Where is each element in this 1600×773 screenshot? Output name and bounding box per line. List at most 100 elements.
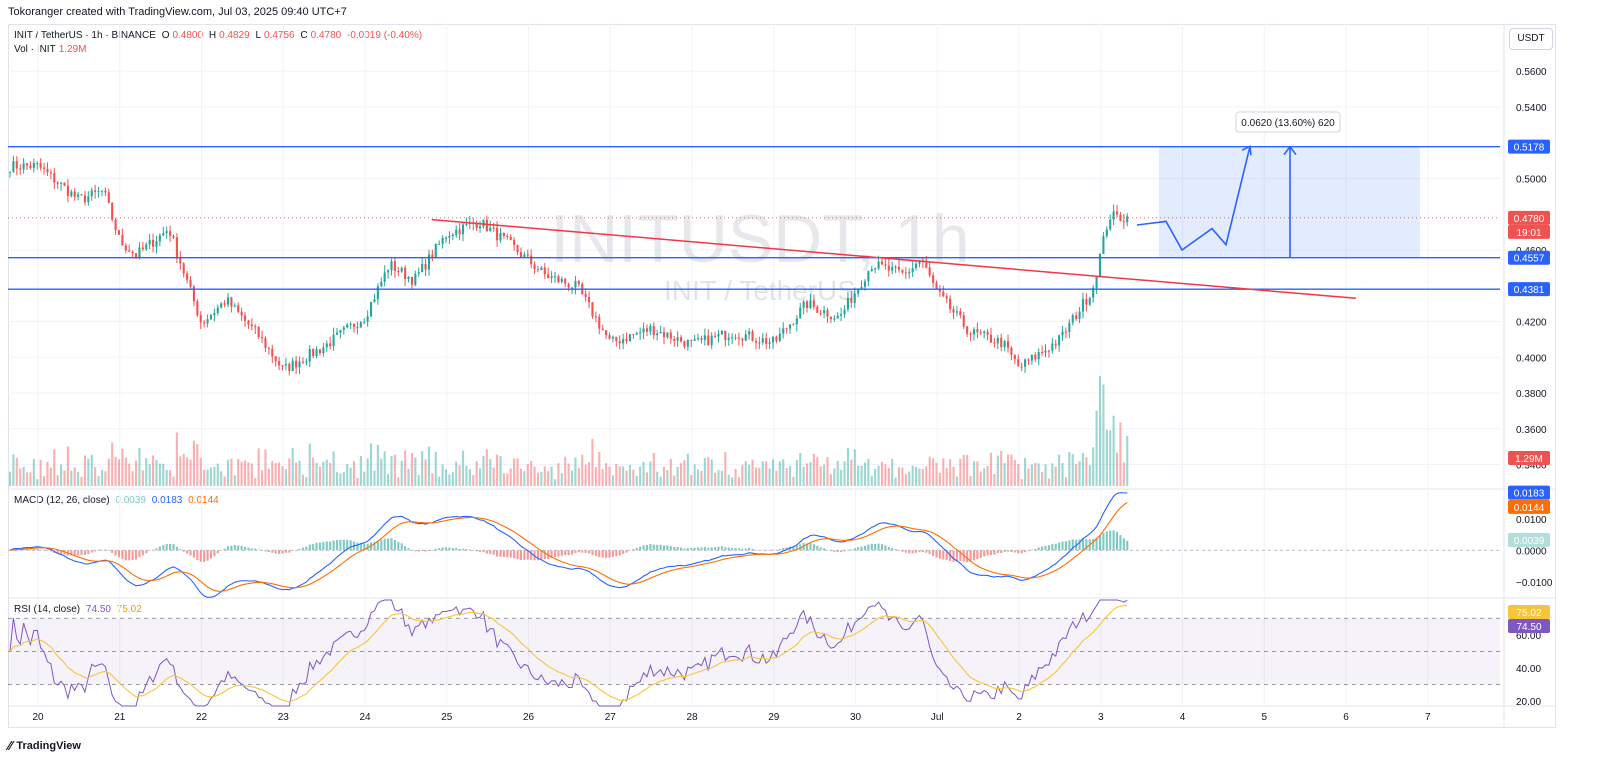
rsi-legend[interactable]: RSI (14, close) 74.50 75.02 (14, 604, 142, 615)
x-tick-label: 27 (605, 712, 617, 723)
macd-histogram-bar (284, 550, 287, 553)
macd-histogram-bar (1024, 550, 1027, 553)
macd-histogram-bar (843, 550, 846, 552)
macd-histogram-bar (806, 543, 809, 551)
candle-body (104, 190, 107, 193)
candle-body (1047, 350, 1050, 352)
symbol-legend[interactable]: INIT / TetherUS · 1h · BINANCE O 0.4800 H… (14, 30, 423, 41)
rsi-tick-label: 60.00 (1516, 631, 1541, 642)
candle-body (346, 324, 349, 328)
candle-body (1126, 216, 1129, 223)
volume-bar (717, 470, 720, 486)
candle-body (516, 245, 519, 253)
volume-bar (516, 458, 519, 486)
rsi-tag-ma-bg (1508, 605, 1550, 619)
candle-body (1010, 347, 1013, 355)
candle-body (383, 272, 386, 282)
macd-histogram-bar (383, 538, 386, 551)
candle-body (846, 297, 849, 310)
macd-histogram-bar (179, 549, 182, 551)
volume-bar (526, 464, 529, 486)
volume-bar (1010, 454, 1013, 486)
macd-legend[interactable]: MACD (12, 26, close) 0.0039 0.0183 0.014… (14, 495, 219, 506)
volume-bar (427, 446, 431, 486)
candle-body (380, 281, 383, 287)
volume-bar (618, 466, 621, 486)
volume-bar (19, 468, 22, 486)
volume-bar (390, 456, 393, 486)
volume-bar (938, 472, 941, 486)
candle-body (894, 266, 897, 268)
volume-bar (983, 468, 986, 486)
candle-body (530, 255, 533, 265)
volume-bar (1013, 459, 1016, 486)
currency-button[interactable]: USDT (1509, 28, 1553, 50)
macd-histogram-bar (574, 550, 577, 554)
candle-body (407, 276, 410, 279)
candle-body (795, 318, 798, 325)
macd-histogram-bar (339, 539, 342, 551)
candle-body (19, 168, 22, 170)
volume-bar (615, 463, 618, 486)
macd-histogram-bar (533, 550, 536, 561)
macd-histogram-bar (165, 543, 168, 551)
macd-histogram-bar (519, 550, 522, 561)
candle-body (281, 365, 284, 367)
macd-histogram-bar (1044, 545, 1047, 551)
candle-body (765, 338, 768, 344)
volume-bar (659, 476, 662, 486)
price-tag-countdown: 19:01 (1516, 228, 1541, 239)
candle-body (424, 263, 427, 270)
volume-bar (145, 458, 148, 486)
candle-body (451, 234, 454, 237)
macd-histogram-bar (475, 550, 478, 552)
volume-bar (564, 456, 567, 486)
macd-histogram-bar (128, 550, 131, 561)
macd-histogram-bar (1006, 550, 1010, 552)
macd-histogram-bar (254, 548, 257, 551)
volume-bar (979, 471, 982, 486)
macd-histogram-bar (506, 550, 509, 558)
macd-histogram-bar (196, 550, 199, 561)
volume-bar (775, 470, 778, 486)
macd-histogram-bar (1109, 530, 1112, 551)
macd-histogram-bar (744, 548, 747, 551)
volume-bar (816, 456, 819, 486)
macd-histogram-bar (543, 550, 546, 560)
candle-body (526, 254, 529, 256)
candle-body (267, 348, 270, 350)
volume-legend[interactable]: Vol · INIT 1.29M (14, 44, 87, 55)
rsi-tick-label: 40.00 (1516, 664, 1541, 675)
volume-bar (673, 475, 676, 486)
candle-body (438, 243, 441, 245)
x-tick-label: 23 (278, 712, 290, 723)
volume-bar (489, 459, 492, 486)
volume-bar (819, 466, 822, 486)
volume-bar (305, 477, 308, 486)
candle-body (863, 281, 867, 287)
macd-histogram-bar (387, 538, 390, 551)
volume-bar (884, 464, 887, 486)
candle-body (356, 326, 359, 328)
macd-histogram-bar (557, 550, 560, 557)
macd-histogram-bar (693, 547, 696, 551)
candle-body (121, 234, 124, 246)
macd-histogram-bar (509, 550, 512, 558)
candle-body (829, 316, 832, 320)
volume-bar (182, 453, 185, 486)
macd-histogram-bar (812, 544, 815, 551)
tradingview-logo[interactable]: ⁄⁄ TradingView (8, 738, 81, 753)
macd-histogram-bar (451, 548, 454, 551)
volume-bar (158, 463, 161, 486)
volume-bar (148, 464, 151, 486)
volume-bar (475, 461, 478, 486)
candle-body (925, 262, 928, 268)
macd-histogram-bar (996, 550, 999, 554)
candle-body (918, 260, 921, 264)
candle-body (853, 293, 856, 303)
volume-bar (666, 470, 669, 486)
macd-histogram-bar (1064, 541, 1067, 551)
volume-bar (240, 461, 243, 486)
volume-bar (891, 458, 894, 486)
